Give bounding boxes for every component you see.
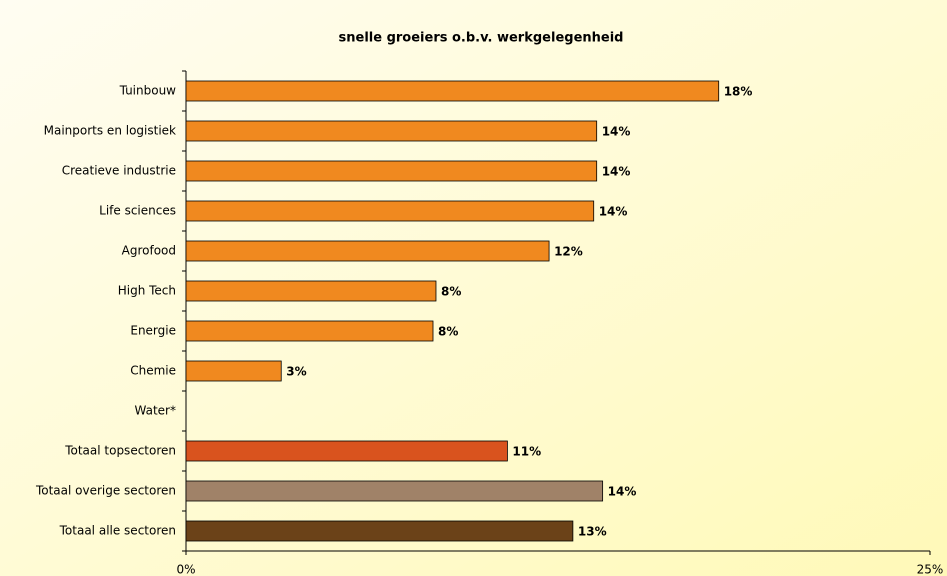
y-tick-label: Mainports en logistiek: [44, 124, 176, 138]
x-tick-label: 0%: [176, 563, 195, 576]
bar: [185, 440, 508, 462]
y-tick-label: Totaal overige sectoren: [35, 484, 176, 498]
bar: [185, 200, 595, 222]
value-label: 12%: [554, 245, 583, 259]
value-label: 14%: [602, 165, 631, 179]
y-tick-label: Chemie: [130, 364, 176, 378]
bar: [185, 240, 550, 262]
bar: [185, 320, 434, 342]
bar: [185, 480, 604, 502]
value-label: 14%: [608, 485, 637, 499]
y-tick-label: High Tech: [118, 284, 176, 298]
bar: [185, 360, 282, 382]
value-label: 8%: [438, 325, 458, 339]
bar: [185, 520, 574, 542]
bar: [185, 280, 437, 302]
y-tick-label: Totaal topsectoren: [64, 444, 176, 458]
value-label: 3%: [286, 365, 306, 379]
chart-title: snelle groeiers o.b.v. werkgelegenheid: [339, 31, 624, 46]
y-tick-label: Totaal alle sectoren: [59, 524, 176, 538]
x-tick-label: 25%: [917, 563, 944, 576]
y-tick-label: Agrofood: [122, 244, 176, 258]
value-label: 11%: [512, 445, 541, 459]
value-label: 18%: [724, 85, 753, 99]
y-tick-label: Energie: [130, 324, 176, 338]
value-label: 14%: [602, 125, 631, 139]
value-label: 13%: [578, 525, 607, 539]
bar: [185, 80, 720, 102]
y-tick-label: Creatieve industrie: [62, 164, 176, 178]
value-label: 14%: [599, 205, 628, 219]
value-label: 8%: [441, 285, 461, 299]
y-tick-label: Water*: [135, 404, 176, 418]
y-tick-label: Life sciences: [99, 204, 176, 218]
bar: [185, 160, 598, 182]
y-tick-label: Tuinbouw: [119, 84, 177, 98]
bar: [185, 120, 598, 142]
